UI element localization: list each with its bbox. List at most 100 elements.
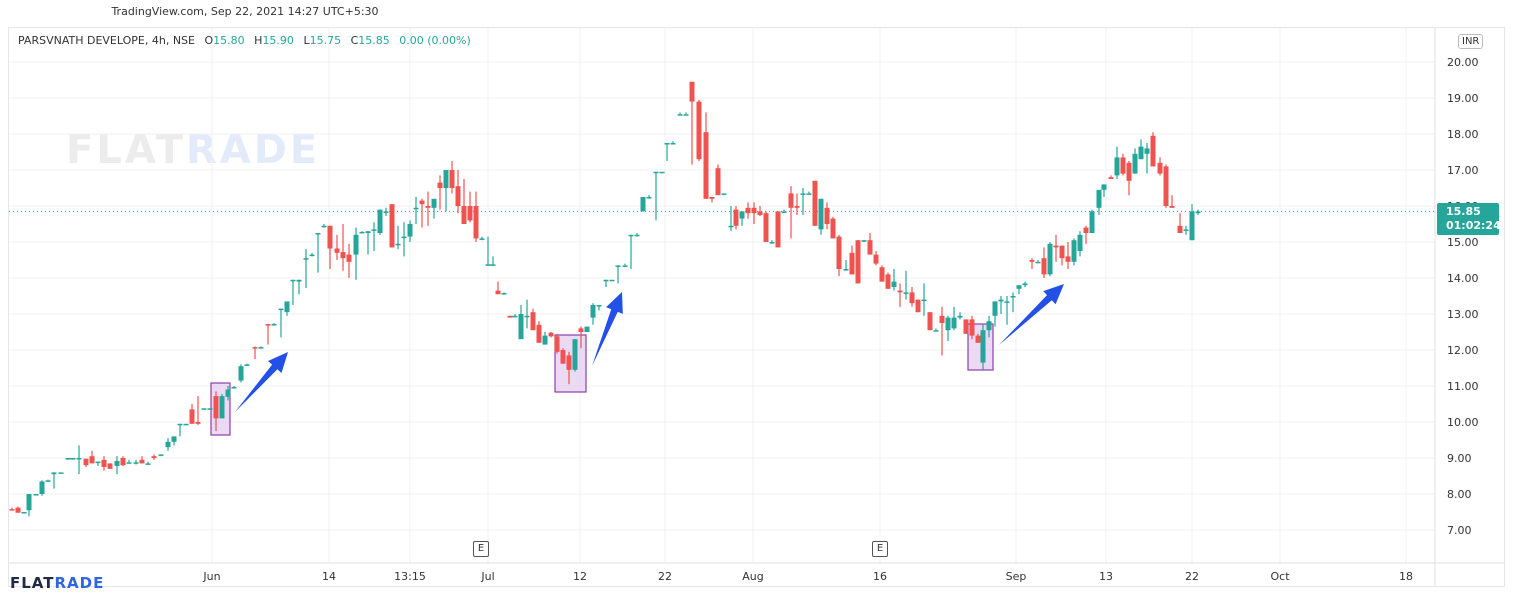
candle-down xyxy=(794,206,800,208)
candle-down xyxy=(830,218,836,239)
currency-button[interactable]: INR xyxy=(1458,34,1484,49)
candle-up xyxy=(921,299,927,302)
candle-down xyxy=(696,101,702,160)
candle-up xyxy=(677,114,683,116)
candle-up xyxy=(659,171,665,174)
price-axis-label: 13.00 xyxy=(1447,308,1479,321)
candle-down xyxy=(89,456,95,464)
candle-up xyxy=(231,387,237,389)
candle-up xyxy=(1071,240,1077,262)
candle-up xyxy=(584,326,590,332)
candle-up xyxy=(219,396,225,419)
price-axis-label: 17.00 xyxy=(1447,164,1479,177)
time-axis-label: Oct xyxy=(1270,570,1290,583)
candle-up xyxy=(114,460,120,466)
candle-up xyxy=(21,512,27,514)
candle-up xyxy=(51,472,57,475)
low-label: L xyxy=(303,34,310,47)
price-axis-label: 12.00 xyxy=(1447,344,1479,357)
candle-up xyxy=(542,335,548,345)
candle-up xyxy=(1022,283,1028,286)
candle-up xyxy=(201,408,207,410)
candle-up xyxy=(646,197,652,199)
candle-up xyxy=(225,389,231,397)
candle-up xyxy=(1010,296,1016,298)
candle-up xyxy=(843,269,849,271)
earnings-marker-2[interactable]: E xyxy=(872,541,888,557)
candle-up xyxy=(395,243,401,246)
candle-down xyxy=(757,211,763,215)
candle-down xyxy=(927,312,933,331)
price-axis-label: 20.00 xyxy=(1447,56,1479,69)
open-value: 15.80 xyxy=(213,34,245,47)
watermark-part2: RADE xyxy=(185,127,321,173)
chart-caption: TradingView.com, Sep 22, 2021 14:27 UTC+… xyxy=(111,5,379,18)
candle-up xyxy=(781,211,787,213)
candle-up xyxy=(244,364,250,366)
earnings-marker-1[interactable]: E xyxy=(473,541,489,557)
candle-down xyxy=(554,336,560,352)
candle-down xyxy=(1169,206,1175,208)
candle-up xyxy=(365,231,371,233)
candle-down xyxy=(1157,162,1163,174)
candle-up xyxy=(171,436,177,442)
time-axis-label: 13:15 xyxy=(394,570,426,583)
price-axis-label: 19.00 xyxy=(1447,92,1479,105)
candle-up xyxy=(957,315,963,318)
chart-frame xyxy=(8,27,1505,587)
candle-down xyxy=(473,206,479,239)
candle-down xyxy=(327,225,333,249)
candle-up xyxy=(664,143,670,145)
candle-up xyxy=(998,299,1004,302)
candle-down xyxy=(855,240,861,284)
candle-down xyxy=(437,182,443,188)
candle-down xyxy=(969,319,975,336)
time-axis-label: Jun xyxy=(202,570,220,583)
candle-down xyxy=(461,206,467,224)
candle-up xyxy=(634,234,640,237)
candle-up xyxy=(26,494,32,511)
candle-up xyxy=(1016,285,1022,289)
candle-down xyxy=(536,324,542,343)
candle-up xyxy=(39,481,45,494)
candle-down xyxy=(334,248,340,253)
symbol-name[interactable]: PARSVNATH DEVELOPE, 4h, NSE xyxy=(18,34,195,47)
candle-up xyxy=(1195,211,1201,214)
candle-down xyxy=(213,396,219,419)
candle-down xyxy=(495,290,501,295)
candle-up xyxy=(1004,301,1010,303)
time-axis-label: 12 xyxy=(573,570,587,583)
candle-down xyxy=(867,240,873,255)
candle-down xyxy=(15,507,21,513)
candle-up xyxy=(95,461,101,464)
candle-down xyxy=(812,180,818,226)
candle-up xyxy=(1114,157,1120,176)
price-axis-label: 8.00 xyxy=(1447,488,1472,501)
candle-up xyxy=(238,366,244,381)
price-axis-label: 7.00 xyxy=(1447,524,1472,537)
logo-part2: RADE xyxy=(54,574,105,592)
candle-up xyxy=(485,264,491,266)
candle-up xyxy=(65,458,71,460)
candle-up xyxy=(596,305,602,307)
candle-up xyxy=(303,258,309,260)
candle-up xyxy=(1089,211,1095,233)
candle-up xyxy=(70,458,76,460)
candle-up xyxy=(739,211,745,219)
candle-down xyxy=(120,458,126,466)
time-axis-label: 16 xyxy=(873,570,887,583)
candle-up xyxy=(1035,261,1041,264)
candle-up xyxy=(443,170,449,188)
candle-down xyxy=(455,186,461,206)
candle-down xyxy=(775,211,781,248)
candle-up xyxy=(126,462,132,464)
symbol-legend: PARSVNATH DEVELOPE, 4h, NSE O15.80 H15.9… xyxy=(18,34,471,47)
candle-up xyxy=(413,207,419,210)
time-axis-label: 14 xyxy=(322,570,336,583)
candle-up xyxy=(309,254,315,257)
candle-down xyxy=(849,252,855,275)
candle-down xyxy=(101,459,107,467)
candle-down xyxy=(195,422,201,424)
candle-up xyxy=(33,494,39,496)
